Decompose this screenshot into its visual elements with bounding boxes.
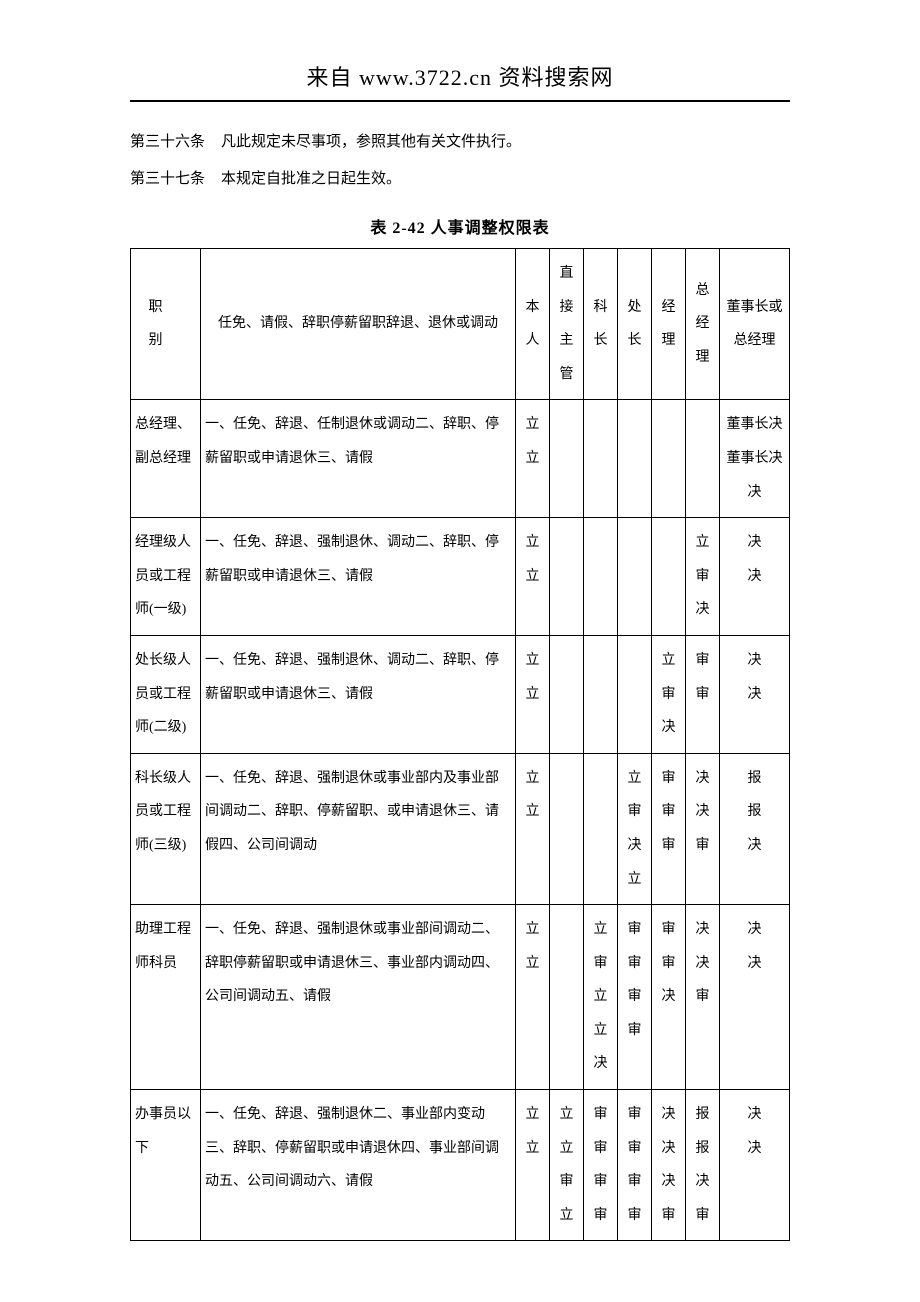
cell-section-chief	[584, 518, 618, 636]
page-header: 来自 www.3722.cn 资料搜索网	[130, 60, 790, 102]
cell-chairman: 决决	[720, 635, 790, 753]
cell-chairman: 决决	[720, 1090, 790, 1241]
cell-division-chief	[618, 518, 652, 636]
cell-supervisor	[550, 400, 584, 518]
cell-chairman: 董事长决董事长决决	[720, 400, 790, 518]
article-37: 第三十七条本规定自批准之日起生效。	[130, 163, 790, 196]
cell-manager	[652, 518, 686, 636]
cell-gm: 立审决	[686, 518, 720, 636]
cell-manager: 审审决	[652, 905, 686, 1090]
cell-desc: 一、任免、辞退、强制退休、调动二、辞职、停薪留职或申请退休三、请假	[201, 518, 516, 636]
cell-division-chief	[618, 400, 652, 518]
cell-manager: 立审决	[652, 635, 686, 753]
cell-supervisor	[550, 635, 584, 753]
table-title: 表 2-42 人事调整权限表	[130, 214, 790, 238]
article-37-text: 本规定自批准之日起生效。	[221, 171, 401, 187]
cell-section-chief	[584, 400, 618, 518]
cell-self: 立立	[516, 753, 550, 904]
cell-self: 立立	[516, 635, 550, 753]
cell-chairman: 决决	[720, 905, 790, 1090]
th-manager: 经理	[652, 249, 686, 400]
cell-self: 立立	[516, 905, 550, 1090]
article-36-num: 第三十六条	[130, 126, 205, 159]
cell-division-chief: 立审决立	[618, 753, 652, 904]
article-36: 第三十六条凡此规定未尽事项，参照其他有关文件执行。	[130, 126, 790, 159]
th-division-chief: 处长	[618, 249, 652, 400]
article-36-text: 凡此规定未尽事项，参照其他有关文件执行。	[221, 134, 521, 150]
cell-self: 立立	[516, 1090, 550, 1241]
cell-division-chief: 审审审审	[618, 1090, 652, 1241]
cell-gm	[686, 400, 720, 518]
cell-section-chief: 审审审审	[584, 1090, 618, 1241]
cell-self: 立立	[516, 400, 550, 518]
table-row: 助理工程师科员一、任免、辞退、强制退休或事业部间调动二、辞职停薪留职或申请退休三…	[131, 905, 790, 1090]
th-chairman: 董事长或总经理	[720, 249, 790, 400]
cell-position: 处长级人员或工程师(二级)	[131, 635, 201, 753]
cell-manager: 审审审	[652, 753, 686, 904]
table-row: 处长级人员或工程师(二级)一、任免、辞退、强制退休、调动二、辞职、停薪留职或申请…	[131, 635, 790, 753]
cell-desc: 一、任免、辞退、任制退休或调动二、辞职、停薪留职或申请退休三、请假	[201, 400, 516, 518]
cell-position: 总经理、副总经理	[131, 400, 201, 518]
th-section-chief: 科长	[584, 249, 618, 400]
cell-desc: 一、任免、辞退、强制退休或事业部间调动二、辞职停薪留职或申请退休三、事业部内调动…	[201, 905, 516, 1090]
table-row: 办事员以下一、任免、辞退、强制退休二、事业部内变动三、辞职、停薪留职或申请退休四…	[131, 1090, 790, 1241]
table-body: 总经理、副总经理一、任免、辞退、任制退休或调动二、辞职、停薪留职或申请退休三、请…	[131, 400, 790, 1241]
table-header-row: 职别 任免、请假、辞职停薪留职辞退、退休或调动 本人 直接主管 科长 处长 经理…	[131, 249, 790, 400]
cell-manager	[652, 400, 686, 518]
cell-section-chief: 立审立立决	[584, 905, 618, 1090]
cell-section-chief	[584, 635, 618, 753]
cell-manager: 决决决审	[652, 1090, 686, 1241]
cell-gm: 决决审	[686, 905, 720, 1090]
cell-position: 办事员以下	[131, 1090, 201, 1241]
cell-supervisor	[550, 905, 584, 1090]
table-row: 科长级人员或工程师(三级)一、任免、辞退、强制退休或事业部内及事业部间调动二、辞…	[131, 753, 790, 904]
th-self: 本人	[516, 249, 550, 400]
cell-gm: 决决审	[686, 753, 720, 904]
authority-table: 职别 任免、请假、辞职停薪留职辞退、退休或调动 本人 直接主管 科长 处长 经理…	[130, 248, 790, 1241]
table-row: 总经理、副总经理一、任免、辞退、任制退休或调动二、辞职、停薪留职或申请退休三、请…	[131, 400, 790, 518]
cell-division-chief: 审审审审	[618, 905, 652, 1090]
cell-position: 助理工程师科员	[131, 905, 201, 1090]
cell-supervisor	[550, 753, 584, 904]
cell-chairman: 决决	[720, 518, 790, 636]
cell-position: 经理级人员或工程师(一级)	[131, 518, 201, 636]
cell-supervisor	[550, 518, 584, 636]
cell-desc: 一、任免、辞退、强制退休或事业部内及事业部间调动二、辞职、停薪留职、或申请退休三…	[201, 753, 516, 904]
cell-desc: 一、任免、辞退、强制退休二、事业部内变动三、辞职、停薪留职或申请退休四、事业部间…	[201, 1090, 516, 1241]
cell-gm: 审审	[686, 635, 720, 753]
cell-chairman: 报报决	[720, 753, 790, 904]
article-37-num: 第三十七条	[130, 163, 205, 196]
cell-self: 立立	[516, 518, 550, 636]
th-gm: 总经理	[686, 249, 720, 400]
cell-supervisor: 立立审立	[550, 1090, 584, 1241]
cell-position: 科长级人员或工程师(三级)	[131, 753, 201, 904]
th-position: 职别	[131, 249, 201, 400]
cell-division-chief	[618, 635, 652, 753]
table-row: 经理级人员或工程师(一级)一、任免、辞退、强制退休、调动二、辞职、停薪留职或申请…	[131, 518, 790, 636]
th-supervisor: 直接主管	[550, 249, 584, 400]
cell-desc: 一、任免、辞退、强制退休、调动二、辞职、停薪留职或申请退休三、请假	[201, 635, 516, 753]
th-desc: 任免、请假、辞职停薪留职辞退、退休或调动	[201, 249, 516, 400]
cell-gm: 报报决审	[686, 1090, 720, 1241]
cell-section-chief	[584, 753, 618, 904]
